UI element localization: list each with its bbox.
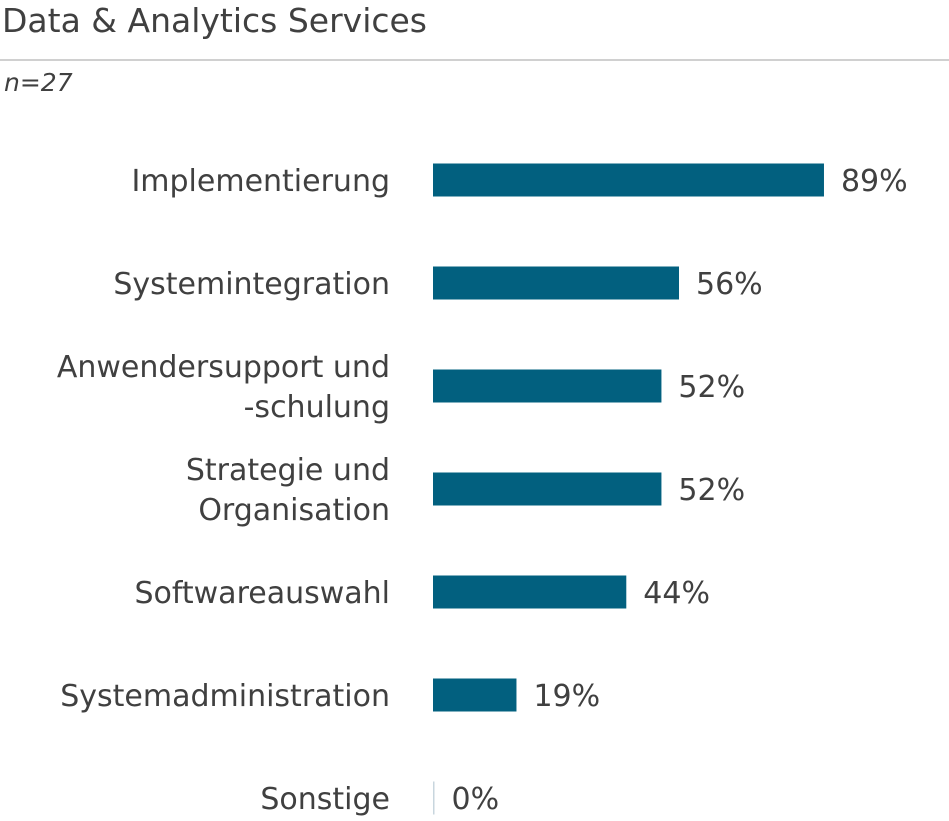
category-label-5: Systemadministration (60, 679, 390, 714)
bar-6 (433, 781, 435, 815)
data-label-6: 0% (452, 782, 500, 817)
bar-0 (433, 163, 824, 197)
chart-title: Data & Analytics Services (2, 1, 428, 40)
category-label-3: Strategie und Organisation (186, 453, 390, 528)
category-label-1: Systemintegration (113, 267, 390, 302)
category-label-6: Sonstige (260, 782, 390, 817)
bar-1 (433, 266, 680, 300)
data-label-3: 52% (678, 473, 745, 508)
data-label-0: 89% (841, 164, 908, 199)
title-divider (0, 59, 949, 61)
bar-4 (433, 575, 627, 609)
category-label-2: Anwendersupport und -schulung (57, 350, 390, 425)
bar-5 (433, 678, 517, 712)
category-label-0: Implementierung (131, 164, 390, 199)
data-label-5: 19% (533, 679, 600, 714)
data-label-4: 44% (643, 576, 710, 611)
bar-2 (433, 369, 662, 403)
bar-3 (433, 472, 662, 506)
data-label-1: 56% (696, 267, 763, 302)
category-label-4: Softwareauswahl (134, 576, 390, 611)
sample-size: n=27 (4, 68, 73, 97)
data-label-2: 52% (678, 370, 745, 405)
